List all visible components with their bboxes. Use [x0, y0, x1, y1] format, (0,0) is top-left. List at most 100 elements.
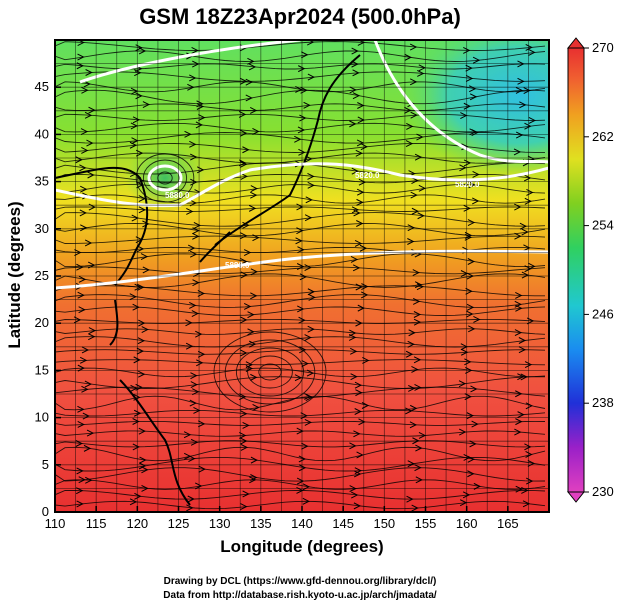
streamline-arrow: [524, 443, 532, 451]
streamline: [55, 71, 546, 82]
streamline-arrow: [413, 311, 422, 318]
streamline-arrow: [460, 348, 469, 356]
streamline-arrow: [190, 438, 199, 446]
streamline-arrow: [137, 337, 146, 345]
streamline-arrow: [240, 349, 248, 357]
streamline-arrow: [418, 184, 426, 192]
streamline: [55, 328, 546, 335]
streamline-arrow: [515, 292, 523, 299]
streamline-arrow: [515, 418, 523, 426]
streamline-arrow: [242, 146, 250, 154]
streamline-arrow: [307, 181, 315, 189]
streamline-arrow: [195, 330, 203, 338]
streamline-arrow: [418, 64, 426, 72]
streamline-arrow: [304, 392, 312, 400]
streamline-arrow: [249, 476, 257, 484]
streamline-arrow: [351, 47, 359, 55]
streamline-arrow: [517, 373, 525, 381]
streamline-arrow: [247, 311, 255, 319]
streamline-arrow: [416, 133, 424, 141]
streamline-arrow: [409, 43, 418, 51]
x-axis-ticks: 110 115 120 125 130 135 140 145 150 155 160 165: [45, 506, 519, 531]
streamline-arrow: [298, 464, 307, 472]
streamline: [55, 446, 546, 462]
streamline-arrow: [525, 43, 533, 51]
streamline-arrow: [296, 477, 305, 485]
streamline: [55, 152, 546, 164]
streamline-arrow: [132, 303, 140, 311]
streamline-arrow: [519, 101, 527, 109]
streamline: [55, 479, 546, 490]
streamline-arrow: [76, 467, 84, 475]
streamline-arrow: [198, 465, 206, 473]
streamline-arrow: [515, 485, 523, 493]
streamline-arrow: [523, 244, 531, 252]
streamline-arrow: [407, 224, 415, 232]
x-tick-label: 140: [291, 516, 313, 531]
x-tick-label: 155: [415, 516, 437, 531]
map-plot-area: 5880.0 5880.0 5820.0 5820.0: [55, 40, 549, 512]
streamline: [55, 103, 546, 111]
streamline-arrow: [240, 316, 248, 324]
streamline-arrow: [411, 177, 419, 184]
streamline-arrow: [250, 456, 259, 464]
streamline-arrow: [84, 380, 93, 388]
streamline: [55, 456, 546, 472]
streamline-arrow: [358, 418, 366, 426]
coastlines: [55, 54, 361, 506]
y-tick-label: 20: [35, 315, 49, 330]
streamline-arrow: [81, 346, 90, 354]
streamline-arrow: [416, 283, 425, 291]
streamline-arrow: [299, 346, 307, 354]
streamline-arrow: [414, 384, 422, 391]
streamline-arrow: [305, 196, 313, 204]
streamline-arrow: [249, 340, 257, 348]
streamline-arrow: [515, 131, 524, 139]
streamline-arrow: [248, 204, 257, 212]
streamline-arrow: [300, 86, 308, 94]
streamline: [55, 349, 546, 355]
streamline-arrow: [517, 411, 525, 419]
streamline-arrow: [189, 74, 197, 82]
streamline-arrow: [458, 380, 467, 388]
streamline-arrow: [301, 442, 309, 450]
streamline-arrow: [411, 504, 419, 512]
streamline-arrow: [129, 141, 138, 149]
streamline-arrow: [138, 370, 146, 378]
streamline-arrow: [352, 264, 361, 272]
streamline-arrow: [360, 143, 368, 151]
streamline-arrow: [195, 121, 204, 129]
streamline-arrow: [295, 237, 303, 245]
x-tick-label: 115: [86, 516, 107, 531]
streamline-arrow: [353, 502, 362, 510]
streamline-arrow: [412, 437, 420, 445]
streamline-arrow: [188, 455, 196, 463]
streamline: [55, 206, 546, 212]
streamline-arrow: [472, 171, 480, 178]
streamline-arrow: [136, 177, 145, 185]
streamline-arrow: [79, 209, 87, 217]
streamline-arrow: [186, 504, 194, 512]
streamline-arrow: [142, 101, 151, 108]
streamline: [55, 235, 546, 244]
x-tick-label: 135: [250, 516, 272, 531]
colorbar-tick-label: 246: [592, 306, 614, 321]
streamline-arrow: [240, 258, 248, 265]
streamline-arrow: [240, 172, 248, 180]
streamline-arrow: [240, 410, 248, 418]
x-axis-label: Longitude (degrees): [220, 537, 383, 556]
streamline-arrow: [408, 384, 416, 392]
streamline-arrow: [411, 366, 419, 373]
streamline-arrow: [354, 240, 363, 247]
streamline-arrow: [240, 160, 248, 168]
streamline-arrow: [411, 207, 420, 215]
streamline-arrow: [81, 86, 89, 94]
streamline-swirl: [235, 347, 305, 397]
coast-philippines: [119, 379, 191, 506]
streamline-arrow: [77, 291, 85, 299]
streamline-arrow: [410, 111, 418, 119]
streamline-arrow: [470, 385, 478, 393]
colorbar-bar: [567, 47, 585, 493]
streamline-arrow: [521, 228, 529, 236]
streamline-arrow: [521, 271, 530, 279]
